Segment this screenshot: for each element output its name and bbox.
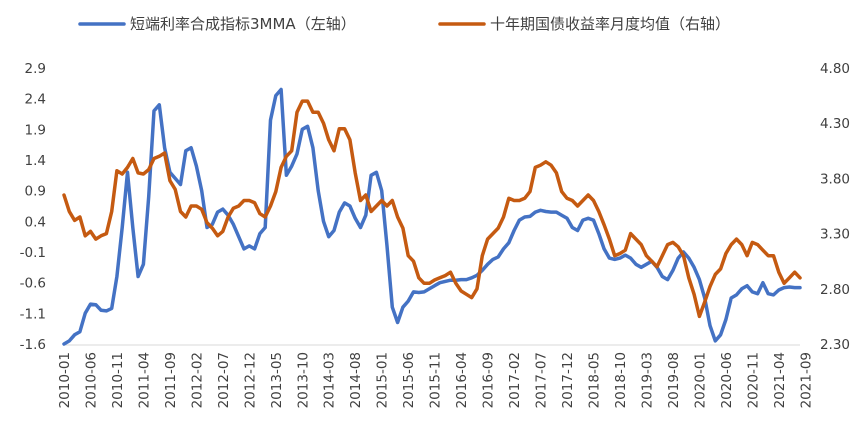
left-tick-label: -0.1 [20,245,46,261]
left-tick-label: 0.9 [25,184,46,200]
x-tick-label: 2016-04 [454,352,470,408]
x-tick-label: 2015-11 [428,352,444,408]
right-axis: 4.80 4.30 3.80 3.30 2.80 2.30 [820,61,850,353]
x-tick-label: 2014-08 [348,352,364,408]
series-layer [62,87,802,346]
x-tick-label: 2020-06 [719,352,735,408]
x-tick-label: 2017-02 [507,352,523,408]
x-tick-label: 2017-12 [560,352,576,408]
legend-item-2: 十年期国债收益率月度均值（右轴） [438,15,730,33]
left-axis: 2.9 2.4 1.9 1.4 0.9 0.4 -0.1 -0.6 -1.1 -1.6 [20,61,46,353]
left-tick-label: 2.4 [25,92,46,108]
x-tick-label: 2011-09 [163,352,179,408]
x-tick-label: 2012-12 [242,352,258,408]
x-tick-label: 2010-01 [57,352,73,408]
x-tick-label: 2020-01 [692,352,708,408]
x-tick-label: 2012-07 [216,352,232,408]
x-tick-label: 2021-04 [772,352,788,408]
left-tick-label: 1.9 [25,122,46,138]
x-tick-label: 2013-10 [295,352,311,408]
x-tick-label: 2010-06 [83,352,99,408]
left-tick-label: -0.6 [20,276,46,292]
left-tick-label: -1.1 [20,306,46,322]
left-tick-label: -1.6 [20,337,46,353]
left-tick-label: 0.4 [25,214,46,230]
right-tick-label: 2.80 [820,282,850,298]
x-tick-label: 2019-03 [639,352,655,408]
legend-label: 十年期国债收益率月度均值（右轴） [490,15,730,33]
x-tick-label: 2015-01 [375,352,391,408]
right-tick-label: 3.80 [820,171,850,187]
x-tick-label: 2019-08 [666,352,682,408]
right-tick-label: 2.30 [820,337,850,353]
x-tick-label: 2018-05 [586,352,602,408]
x-tick-label: 2012-02 [189,352,205,408]
x-tick-label: 2014-03 [322,352,338,408]
x-tick-label: 2018-10 [613,352,629,408]
x-tick-label: 2016-09 [481,352,497,408]
series-line-2 [62,99,802,319]
x-tick-label: 2011-04 [136,352,152,408]
legend-item-1: 短端利率合成指标3MMA（左轴） [78,15,356,33]
right-tick-label: 4.80 [820,61,850,77]
x-tick-label: 2017-07 [534,352,550,408]
x-tick-label: 2020-11 [745,352,761,408]
left-tick-label: 2.9 [25,61,46,77]
x-tick-label: 2013-05 [269,352,285,408]
series-line-1 [62,87,802,346]
legend: 短端利率合成指标3MMA（左轴） 十年期国债收益率月度均值（右轴） [78,15,730,33]
right-tick-label: 4.30 [820,116,850,132]
x-tick-label: 2010-11 [110,352,126,408]
x-axis: 2010-01 2010-06 2010-11 2011-04 2011-09 2012-… [57,352,814,408]
x-tick-label: 2021-09 [798,352,814,408]
right-tick-label: 3.30 [820,227,850,243]
left-tick-label: 1.4 [25,153,46,169]
x-tick-label: 2015-06 [401,352,417,408]
legend-label: 短端利率合成指标3MMA（左轴） [130,15,356,33]
